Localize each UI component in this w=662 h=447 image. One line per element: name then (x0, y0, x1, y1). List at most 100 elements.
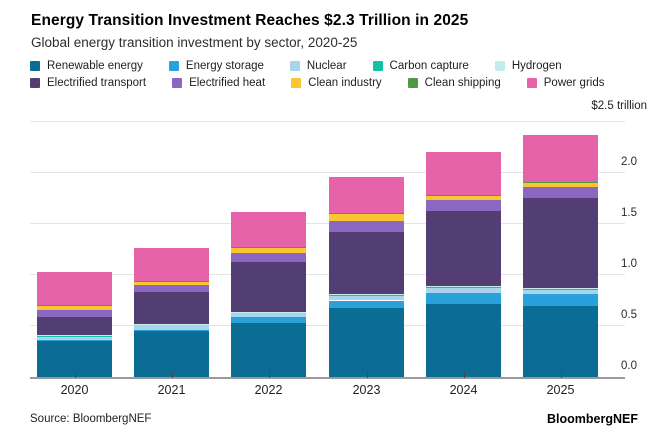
x-tick-label-2024: 2024 (449, 383, 478, 397)
legend-label-electrified-heat: Electrified heat (189, 77, 266, 89)
bar-segment-hydrogen-2022 (231, 311, 306, 313)
x-tick-2024 (463, 371, 465, 378)
legend-swatch-nuclear (289, 61, 300, 71)
x-tick-label-2022: 2022 (254, 383, 283, 397)
gridline-1 (30, 274, 625, 275)
x-tick-2022 (268, 371, 270, 378)
bar-segment-hydrogen-2020 (37, 335, 112, 337)
legend-label-electrified-transport: Electrified transport (47, 77, 147, 89)
bar-segment-electrified-heat-2020 (37, 309, 112, 317)
legend-label-renewable-energy: Renewable energy (47, 60, 143, 72)
bar-segment-carbon-capture-2021 (134, 324, 209, 326)
bar-segment-clean-shipping-2020 (37, 305, 112, 307)
gridline-0.5 (30, 325, 625, 326)
y-axis-unit-label: $2.5 trillion (591, 100, 647, 112)
legend-item-electrified-transport: Electrified transport (30, 77, 146, 89)
bar-segment-nuclear-2023 (329, 296, 404, 301)
bar-segment-energy-storage-2024 (426, 293, 501, 304)
bar-segment-nuclear-2020 (37, 336, 112, 341)
bar-segment-electrified-heat-2025 (523, 186, 598, 198)
bar-segment-energy-storage-2022 (231, 316, 306, 323)
legend-item-renewable-energy: Renewable energy (30, 60, 143, 72)
legend-swatch-hydrogen (494, 61, 505, 71)
bar-segment-hydrogen-2024 (426, 286, 501, 288)
bar-segment-hydrogen-2021 (134, 323, 209, 325)
bar-segment-power-grids-2025 (523, 135, 598, 183)
source-note: Source: BloombergNEF (30, 413, 152, 425)
legend-swatch-clean-industry (291, 78, 302, 88)
legend-row-1: Renewable energy Energy storage Nuclear Car… (30, 60, 645, 72)
bar-segment-power-grids-2021 (134, 247, 209, 281)
bar-segment-nuclear-2025 (523, 289, 598, 295)
legend-swatch-clean-shipping (407, 78, 418, 88)
legend-item-power-grids: Power grids (526, 77, 605, 89)
bar-segment-renewable-energy-2023 (329, 307, 404, 377)
page-title: Energy Transition Investment Reaches $2.… (31, 12, 469, 29)
x-axis-line (30, 377, 625, 379)
legend-row-2: Electrified transport Electrified heat Cle… (30, 77, 645, 89)
bar-segment-electrified-transport-2020 (37, 316, 112, 336)
x-tick-label-2025: 2025 (546, 383, 575, 397)
bar-segment-electrified-transport-2022 (231, 261, 306, 312)
bar-segment-electrified-heat-2022 (231, 252, 306, 262)
legend-swatch-renewable-energy (30, 61, 40, 71)
legend-item-nuclear: Nuclear (289, 60, 347, 72)
bar-segment-carbon-capture-2023 (329, 295, 404, 297)
legend-label-power-grids: Power grids (543, 77, 605, 89)
bar-segment-clean-industry-2025 (523, 182, 598, 187)
bar-segment-energy-storage-2023 (329, 300, 404, 308)
bar-segment-electrified-heat-2021 (134, 285, 209, 293)
legend-label-energy-storage: Energy storage (185, 60, 264, 72)
bar-segment-renewable-energy-2021 (134, 331, 209, 377)
chart-subtitle: Global energy transition investment by s… (31, 35, 358, 50)
bar-segment-power-grids-2020 (37, 272, 112, 306)
chart-legend: Renewable energy Energy storage Nuclear Car… (30, 60, 645, 89)
bar-segment-hydrogen-2025 (523, 287, 598, 289)
y-tick-label-0.5: 0.5 (621, 309, 637, 321)
legend-swatch-carbon-capture (372, 61, 383, 71)
bar-segment-carbon-capture-2020 (37, 335, 112, 337)
bar-segment-electrified-heat-2023 (329, 220, 404, 233)
bar-segment-energy-storage-2020 (37, 340, 112, 342)
y-tick-label-1.5: 1.5 (621, 207, 637, 219)
bar-segment-nuclear-2021 (134, 324, 209, 331)
bar-segment-electrified-heat-2024 (426, 199, 501, 211)
x-tick-2020 (74, 371, 76, 378)
bar-segment-clean-shipping-2024 (426, 194, 501, 196)
legend-swatch-energy-storage (168, 61, 179, 71)
legend-label-carbon-capture: Carbon capture (389, 60, 469, 72)
bar-segment-clean-shipping-2025 (523, 182, 598, 184)
bar-segment-carbon-capture-2024 (426, 286, 501, 288)
y-tick-label-1.0: 1.0 (621, 258, 637, 270)
legend-item-clean-industry: Clean industry (291, 77, 382, 89)
legend-swatch-electrified-transport (30, 78, 40, 88)
bloombergnef-logo: BloombergNEF (547, 412, 638, 426)
x-tick-2025 (560, 371, 562, 378)
bar-segment-carbon-capture-2025 (523, 288, 598, 290)
legend-item-carbon-capture: Carbon capture (372, 60, 469, 72)
legend-label-clean-shipping: Clean shipping (424, 77, 501, 89)
bar-segment-nuclear-2022 (231, 312, 306, 317)
bar-segment-energy-storage-2025 (523, 294, 598, 306)
x-tick-label-2020: 2020 (60, 383, 89, 397)
bar-segment-power-grids-2022 (231, 212, 306, 247)
bar-segment-power-grids-2024 (426, 152, 501, 195)
legend-swatch-power-grids (526, 78, 537, 88)
gridline-2 (30, 172, 625, 173)
bar-segment-hydrogen-2023 (329, 294, 404, 296)
bar-segment-clean-shipping-2022 (231, 246, 306, 248)
bar-segment-clean-industry-2023 (329, 213, 404, 221)
bar-segment-electrified-transport-2025 (523, 197, 598, 288)
bar-segment-renewable-energy-2025 (523, 305, 598, 377)
bar-segment-power-grids-2023 (329, 176, 404, 214)
bar-segment-electrified-transport-2023 (329, 232, 404, 295)
bar-segment-carbon-capture-2022 (231, 312, 306, 314)
bar-segment-clean-industry-2024 (426, 195, 501, 200)
x-tick-label-2021: 2021 (157, 383, 186, 397)
x-tick-2023 (366, 371, 368, 378)
bar-segment-renewable-energy-2022 (231, 322, 306, 377)
bar-segment-clean-shipping-2021 (134, 280, 209, 282)
bar-segment-electrified-transport-2021 (134, 292, 209, 324)
legend-item-hydrogen: Hydrogen (494, 60, 562, 72)
